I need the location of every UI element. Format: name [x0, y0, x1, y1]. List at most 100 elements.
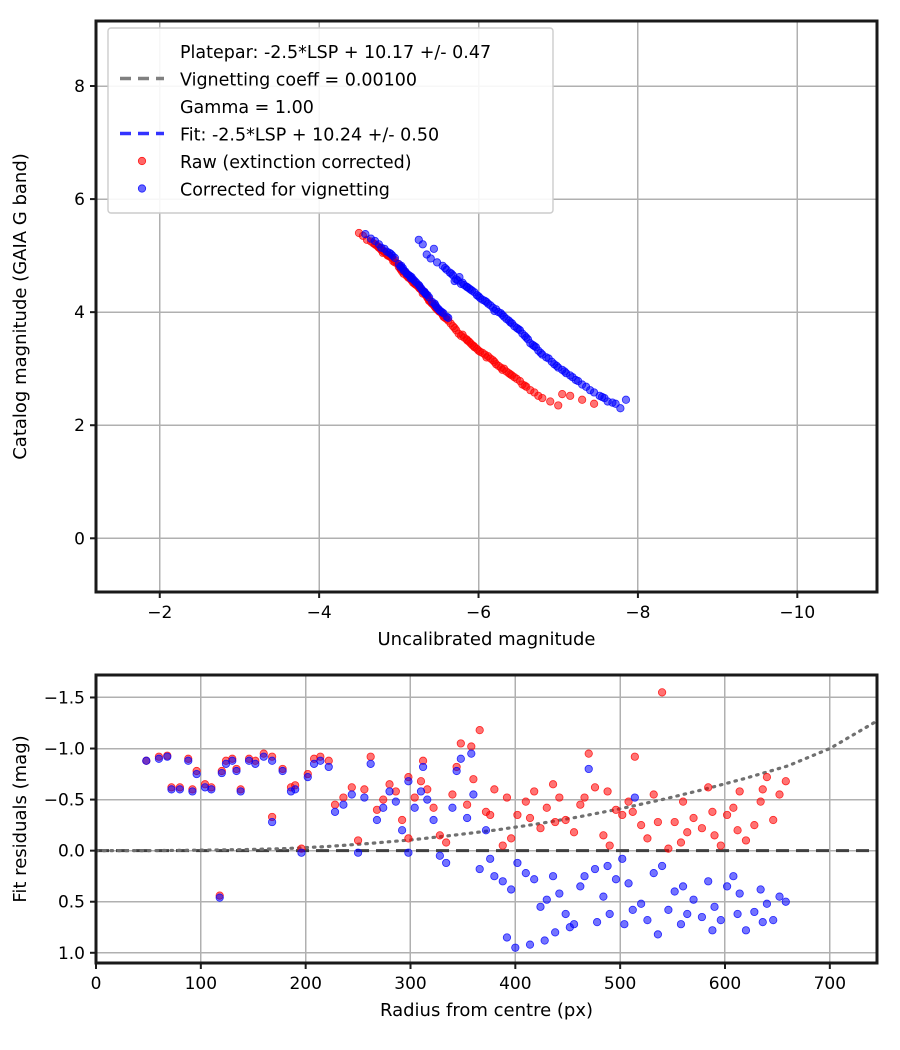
scatter-point — [548, 780, 558, 789]
scatter-point — [303, 773, 312, 782]
legend-entry[interactable]: Fit: -2.5*LSP + 10.24 +/- 0.50 — [120, 126, 439, 146]
scatter-point — [704, 877, 713, 886]
scatter-point — [620, 920, 629, 929]
scatter-point — [498, 841, 507, 850]
xtick-label: 400 — [499, 974, 531, 994]
scatter-point — [589, 399, 599, 408]
scatter-point — [435, 851, 444, 860]
scatter-point — [733, 909, 742, 919]
legend-entry[interactable]: Platepar: -2.5*LSP + 10.17 +/- 0.47 — [180, 43, 491, 63]
scatter-point — [442, 858, 451, 868]
scatter-point — [558, 390, 567, 399]
scatter-point — [163, 752, 172, 761]
ytick-label: −0.5 — [44, 791, 85, 811]
scatter-point — [551, 817, 560, 827]
scatter-point — [347, 783, 356, 792]
scatter-point — [366, 752, 375, 761]
scatter-point — [437, 308, 446, 317]
scatter-point — [580, 793, 589, 802]
scatter-point — [380, 244, 389, 253]
legend-label: Raw (extinction corrected) — [180, 153, 412, 173]
scatter-point — [603, 787, 612, 796]
scatter-point — [555, 889, 564, 898]
scatter-point — [390, 253, 399, 262]
scatter-point — [520, 381, 529, 390]
scatter-point — [404, 777, 413, 786]
scatter-point — [584, 764, 593, 774]
scatter-point — [353, 836, 363, 845]
legend-label: Gamma = 1.00 — [180, 98, 314, 118]
scatter-point — [483, 299, 493, 308]
scatter-point — [678, 797, 688, 806]
legend-handle-dot-blue — [137, 184, 147, 193]
scatter-point — [456, 754, 465, 763]
ytick-label: 0.0 — [58, 842, 85, 862]
scatter-point — [708, 807, 717, 816]
scatter-point — [499, 364, 509, 373]
scatter-point — [398, 815, 407, 825]
scatter-point — [316, 756, 325, 765]
xtick-label: 500 — [604, 974, 636, 994]
scatter-point — [399, 266, 408, 275]
scatter-point — [781, 897, 790, 906]
scatter-point — [526, 386, 535, 395]
scatter-point — [297, 848, 306, 857]
scatter-point — [423, 795, 432, 804]
scatter-point — [278, 766, 287, 776]
scatter-point — [630, 752, 639, 761]
scatter-point — [769, 815, 778, 825]
legend-label: Fit: -2.5*LSP + 10.24 +/- 0.50 — [180, 126, 439, 146]
scatter-point — [775, 790, 784, 799]
xtick-label: 200 — [289, 974, 321, 994]
ytick-label: 2 — [74, 416, 85, 436]
scatter-point — [741, 836, 751, 845]
scatter-point — [467, 749, 476, 758]
scatter-point — [544, 354, 553, 363]
legend-box — [107, 27, 554, 214]
scatter-point — [435, 831, 444, 840]
legend-entry[interactable]: Gamma = 1.00 — [180, 98, 314, 118]
legend-entry[interactable]: Vignetting coeff = 0.00100 — [120, 71, 417, 91]
xaxis-label-fit-residuals: Radius from centre (px) — [380, 1000, 593, 1021]
scatter-point — [618, 810, 627, 820]
scatter-point — [490, 785, 499, 794]
legend-entry[interactable]: Corrected for vignetting — [137, 181, 390, 201]
xtick-label: −8 — [625, 603, 650, 623]
scatter-point — [637, 899, 646, 908]
scatter-point — [360, 793, 369, 802]
scatter-point — [741, 926, 751, 935]
scatter-point — [624, 879, 633, 888]
scatter-point — [582, 382, 591, 391]
scatter-point — [175, 785, 184, 794]
series-corrected — [142, 749, 790, 952]
scatter-point — [756, 797, 765, 806]
scatter-point — [530, 875, 539, 884]
scatter-point — [268, 756, 277, 765]
scatter-point — [562, 369, 571, 378]
scatter-point — [339, 800, 348, 809]
xtick-label: 0 — [91, 974, 102, 994]
scatter-point — [361, 230, 370, 239]
scatter-point — [578, 395, 587, 404]
xtick-label: −4 — [307, 603, 332, 623]
scatter-point — [722, 882, 732, 891]
scatter-point — [442, 265, 451, 274]
scatter-point — [657, 861, 667, 871]
legend-entry[interactable]: Raw (extinction corrected) — [137, 153, 412, 173]
xtick-label: 100 — [185, 974, 217, 994]
scatter-point — [514, 325, 523, 334]
ytick-label: −1.5 — [44, 688, 85, 708]
scatter-point — [232, 766, 241, 776]
scatter-point — [421, 289, 431, 299]
scatter-point — [689, 895, 698, 904]
scatter-point — [200, 783, 210, 792]
legend-label: Vignetting coeff = 0.00100 — [180, 71, 417, 91]
scatter-point — [429, 244, 439, 253]
scatter-point — [410, 793, 419, 802]
scatter-point — [628, 905, 637, 914]
scatter-point — [561, 815, 570, 825]
scatter-point — [422, 250, 431, 259]
scatter-point — [414, 235, 423, 244]
scatter-point — [444, 313, 453, 322]
